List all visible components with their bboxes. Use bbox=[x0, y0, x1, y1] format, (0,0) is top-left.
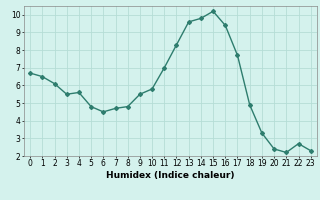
X-axis label: Humidex (Indice chaleur): Humidex (Indice chaleur) bbox=[106, 171, 235, 180]
